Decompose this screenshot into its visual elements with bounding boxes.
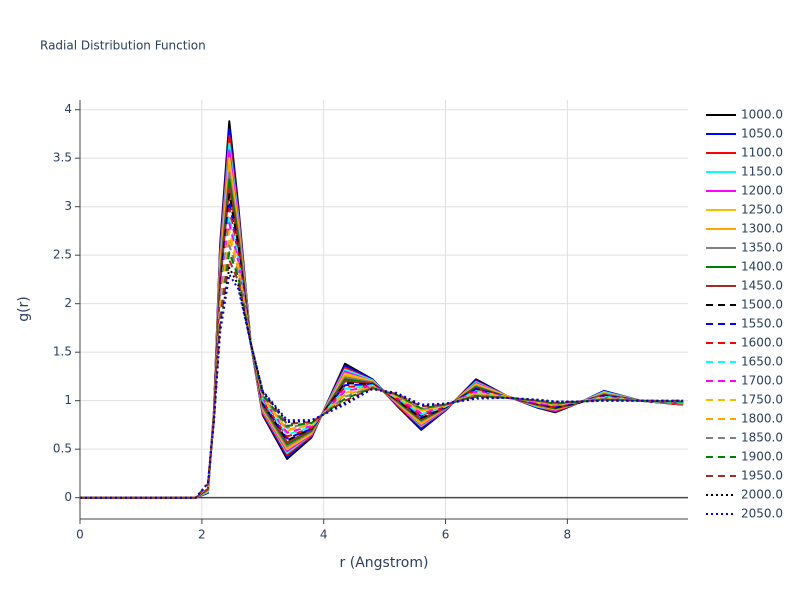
series-line	[80, 244, 684, 499]
x-tick-label: 8	[564, 528, 572, 542]
y-tick-label: 4	[64, 102, 72, 116]
x-tick-label: 0	[76, 528, 84, 542]
legend-label: 2050.0	[741, 507, 783, 521]
y-tick-label: 0	[64, 490, 72, 504]
legend-label: 1150.0	[741, 165, 783, 179]
legend-label: 1350.0	[741, 241, 783, 255]
y-tick-label: 2.5	[53, 248, 72, 262]
legend-label: 1200.0	[741, 184, 783, 198]
legend-label: 1300.0	[741, 222, 783, 236]
legend: 1000.0 1050.0 1100.0 1150.0 1200.0 1250.0 1300…	[706, 108, 783, 521]
x-tick-label: 2	[198, 528, 206, 542]
legend-label: 1000.0	[741, 108, 783, 122]
legend-label: 1250.0	[741, 203, 783, 217]
legend-label: 1450.0	[741, 279, 783, 293]
y-tick-label: 3	[64, 199, 72, 213]
legend-label: 1050.0	[741, 127, 783, 141]
legend-label: 2000.0	[741, 488, 783, 502]
legend-label: 1100.0	[741, 146, 783, 160]
y-tick-label: 0.5	[53, 442, 72, 456]
y-tick-label: 3.5	[53, 151, 72, 165]
legend-label: 1600.0	[741, 336, 783, 350]
legend-label: 1750.0	[741, 393, 783, 407]
x-axis-title: r (Angstrom)	[340, 555, 429, 571]
y-tick-label: 1	[64, 393, 72, 407]
chart-title: Radial Distribution Function	[40, 39, 206, 53]
legend-label: 1500.0	[741, 298, 783, 312]
series-line	[80, 259, 684, 499]
axes: 0 2 4 6 8 0 0.5 1 1.5 2 2.5 3 3.5 4	[53, 100, 688, 542]
x-tick-label: 6	[442, 528, 450, 542]
plot-area	[80, 120, 684, 499]
series-line	[80, 200, 684, 499]
legend-label: 1700.0	[741, 374, 783, 388]
legend-label: 1900.0	[741, 450, 783, 464]
series-line	[80, 273, 684, 499]
y-tick-label: 2	[64, 296, 72, 310]
legend-label: 1550.0	[741, 317, 783, 331]
y-tick-label: 1.5	[53, 345, 72, 359]
legend-label: 1850.0	[741, 431, 783, 445]
legend-label: 1950.0	[741, 469, 783, 483]
y-axis-title: g(r)	[16, 296, 32, 322]
legend-label: 1650.0	[741, 355, 783, 369]
legend-label: 1400.0	[741, 260, 783, 274]
x-tick-label: 4	[320, 528, 328, 542]
legend-label: 1800.0	[741, 412, 783, 426]
